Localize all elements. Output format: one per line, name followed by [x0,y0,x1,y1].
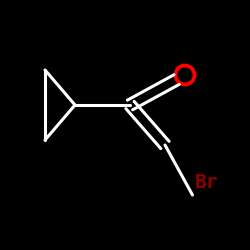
Text: Br: Br [195,174,218,193]
